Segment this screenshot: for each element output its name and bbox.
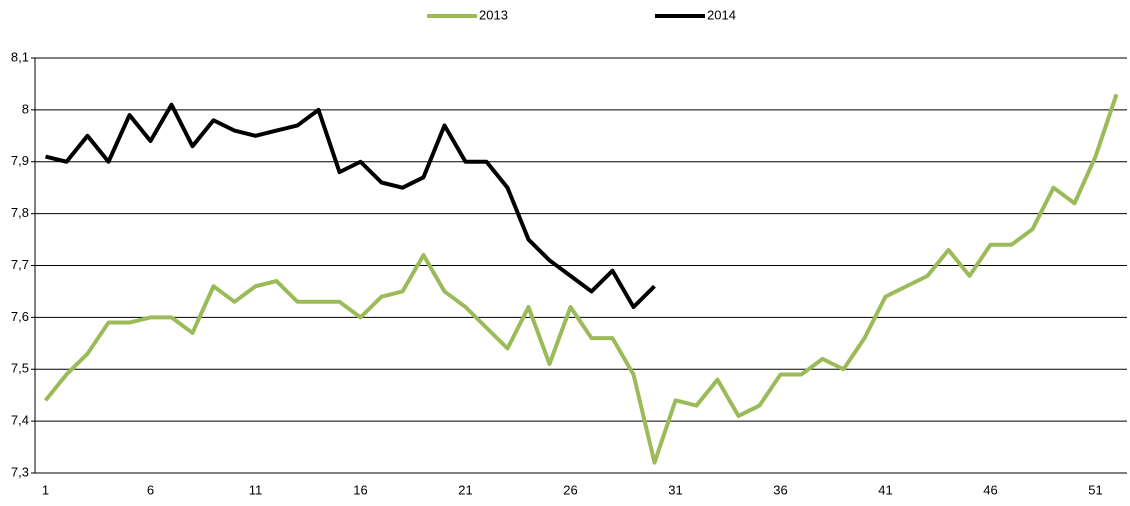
y-tick-label: 7,7 [11,257,29,272]
y-tick-label: 7,9 [11,153,29,168]
x-tick-label: 21 [458,482,472,497]
x-tick-label: 6 [147,482,154,497]
x-tick-label: 41 [878,482,892,497]
y-tick-label: 8,1 [11,49,29,64]
data-line [45,102,656,309]
data-line [43,93,1119,465]
x-tick-label: 31 [668,482,682,497]
legend-label: 2013 [479,7,508,22]
x-tick-label: 16 [353,482,367,497]
y-tick-label: 7,6 [11,309,29,324]
y-tick-label: 7,8 [11,205,29,220]
x-tick-label: 1 [42,482,49,497]
x-tick-label: 26 [563,482,577,497]
x-tick-label: 46 [983,482,997,497]
y-tick-label: 7,5 [11,361,29,376]
y-tick-label: 8 [22,101,29,116]
y-tick-label: 7,4 [11,413,29,428]
y-tick-label: 7,3 [11,464,29,479]
x-tick-label: 36 [773,482,787,497]
x-tick-label: 11 [249,482,263,497]
legend-label: 2014 [707,7,736,22]
x-tick-label: 51 [1088,482,1102,497]
